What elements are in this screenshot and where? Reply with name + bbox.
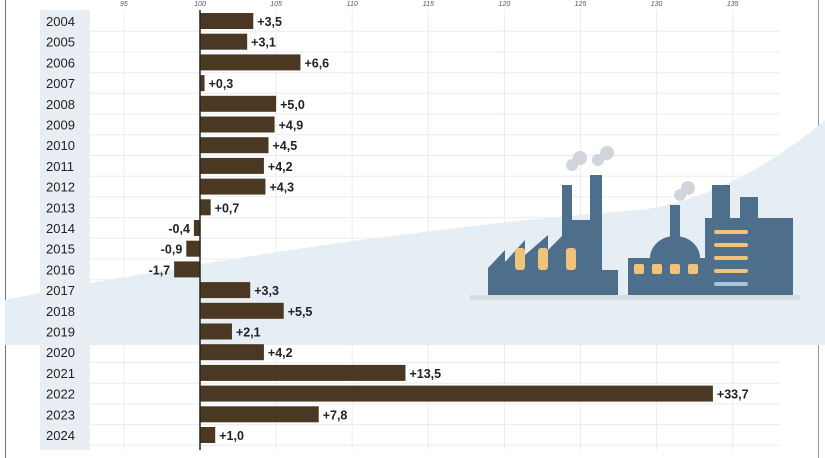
data-label: +4,3 — [269, 181, 294, 195]
category-label: 2019 — [46, 325, 75, 340]
x-tick-label: 110 — [347, 1, 358, 8]
factory-icon — [470, 146, 800, 300]
category-column — [40, 10, 90, 450]
bar — [200, 75, 205, 92]
data-label: +3,1 — [251, 36, 276, 50]
data-label: +0,3 — [209, 77, 234, 91]
bar — [200, 13, 254, 29]
category-label: 2006 — [46, 55, 75, 70]
category-label: 2018 — [46, 304, 75, 319]
category-label: 2010 — [46, 138, 75, 153]
category-label: 2021 — [46, 366, 75, 381]
x-tick-label: 130 — [651, 1, 663, 8]
data-label: +6,6 — [304, 56, 329, 70]
bar — [200, 302, 284, 319]
bar — [200, 54, 301, 71]
category-label: 2024 — [46, 428, 75, 443]
data-label: +4,9 — [279, 119, 304, 133]
x-tick-label: 95 — [120, 1, 128, 8]
bar — [200, 427, 216, 443]
data-label: -0,4 — [168, 222, 190, 236]
category-label: 2014 — [46, 221, 75, 236]
bar — [200, 344, 264, 361]
data-label: +13,5 — [409, 367, 441, 381]
bar — [200, 33, 248, 50]
data-label: +4,2 — [268, 346, 293, 360]
data-label: +0,7 — [215, 201, 240, 215]
category-label: 2017 — [46, 283, 75, 298]
bar — [200, 406, 319, 423]
category-label: 2022 — [46, 387, 75, 402]
data-label: +2,1 — [236, 326, 261, 340]
x-tick-label: 115 — [423, 1, 434, 8]
data-label: +3,3 — [254, 284, 279, 298]
bar — [200, 199, 211, 216]
category-label: 2023 — [46, 407, 75, 422]
data-label: +4,2 — [268, 160, 293, 174]
category-label: 2015 — [46, 242, 75, 257]
bar — [200, 282, 251, 299]
data-label: +4,5 — [272, 139, 297, 153]
data-label: +33,7 — [717, 388, 749, 402]
bar — [193, 220, 200, 236]
background-swoosh — [5, 120, 825, 345]
bar — [174, 261, 200, 278]
x-tick-label: 135 — [727, 1, 739, 8]
category-label: 2011 — [46, 159, 74, 174]
bar — [200, 157, 264, 174]
x-tick-label: 120 — [499, 1, 511, 8]
data-label: +1,0 — [219, 429, 244, 443]
data-label: -0,9 — [161, 243, 183, 257]
x-tick-label: 125 — [575, 1, 587, 8]
data-label: +5,5 — [288, 305, 313, 319]
category-label: 2004 — [46, 14, 75, 29]
x-tick-label: 105 — [270, 1, 282, 8]
x-tick-label: 100 — [194, 1, 206, 8]
data-label: +5,0 — [280, 98, 305, 112]
bar — [200, 116, 275, 133]
bar — [200, 323, 232, 340]
bar — [200, 95, 277, 112]
bar — [200, 364, 406, 381]
bar — [200, 137, 269, 154]
category-label: 2012 — [46, 180, 75, 195]
data-label: +3,5 — [257, 15, 282, 29]
category-label: 2008 — [46, 97, 75, 112]
bar — [200, 178, 266, 195]
bar — [186, 240, 200, 257]
data-label: -1,7 — [149, 263, 171, 277]
category-label: 2007 — [46, 76, 75, 91]
category-label: 2009 — [46, 118, 75, 133]
category-label: 2020 — [46, 345, 75, 360]
category-label: 2016 — [46, 262, 75, 277]
data-label: +7,8 — [323, 408, 348, 422]
category-label: 2005 — [46, 35, 75, 50]
category-label: 2013 — [46, 200, 75, 215]
bar — [200, 385, 713, 402]
